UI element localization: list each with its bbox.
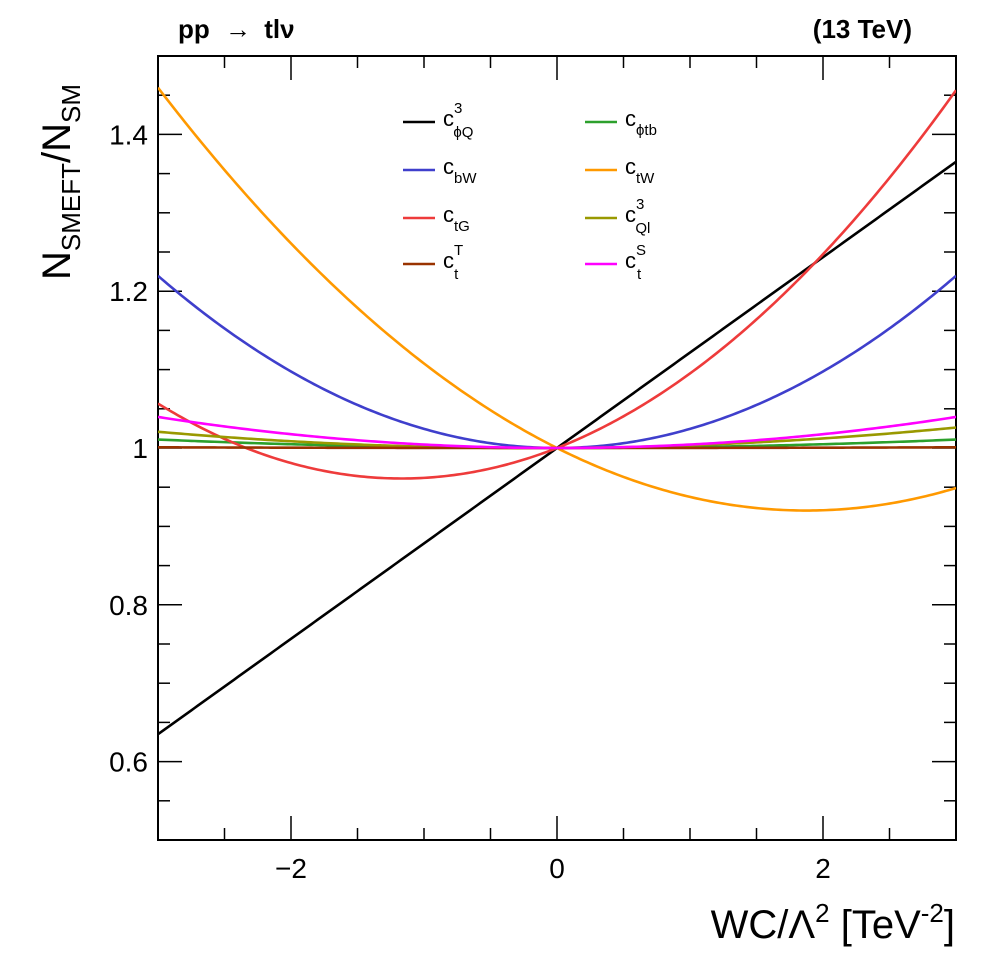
y-tick-label: 0.6	[109, 747, 148, 778]
legend-label-main: c	[625, 106, 636, 131]
legend-label-main: c	[625, 202, 636, 227]
process-arrow: →	[225, 14, 251, 44]
legend-label-sub: t	[637, 266, 642, 283]
x-tick-label: 0	[549, 853, 565, 884]
process-initial: pp	[178, 14, 210, 44]
x-axis-sup: 2	[815, 898, 829, 928]
legend-label-sub: Ql	[635, 220, 650, 237]
x-axis-main: WC/Λ	[711, 903, 816, 947]
legend-label-ctW: ctW	[625, 154, 655, 187]
x-axis-unit-close: ]	[944, 903, 955, 947]
y-axis-main: N	[35, 251, 79, 280]
legend-label-sup: S	[636, 242, 646, 259]
energy-label: (13 TeV)	[813, 14, 912, 44]
y-axis-sub-smeft: SMEFT	[56, 163, 86, 251]
y-axis-slash: /N	[35, 123, 79, 163]
legend-label-main: c	[443, 106, 454, 131]
legend-label-cphiQ3: c3 ϕQ	[443, 100, 473, 141]
curve-ctG	[158, 89, 956, 480]
legend-label-main: c	[625, 154, 636, 179]
legend-label-main: c	[625, 248, 636, 273]
legend-label-ctT: cT t	[443, 242, 463, 283]
legend-label-sub: ϕtb	[636, 122, 657, 139]
legend-label-sup: 3	[454, 100, 462, 117]
curves	[158, 86, 956, 736]
process-final-state: tlν	[264, 14, 294, 44]
legend-label-main: c	[443, 248, 454, 273]
legend-label-main: c	[443, 154, 454, 179]
legend-label-sub: bW	[454, 170, 477, 187]
legend-label-sup: T	[454, 242, 463, 259]
process-label: pp → tlν	[178, 14, 295, 44]
axis-ticks	[157, 55, 957, 841]
curve-cbW	[158, 274, 956, 450]
legend-label-cbW: cbW	[443, 154, 477, 187]
y-tick-label: 1.2	[109, 276, 148, 307]
y-axis-title: NSMEFT/NSM	[35, 84, 86, 280]
legend-label-cphitb: cϕtb	[625, 106, 657, 139]
curve-ctS	[158, 415, 956, 450]
tick-labels: −2 0 2 0.6 0.8 1 1.2 1.4	[109, 119, 831, 884]
y-axis-sub-sm: SM	[56, 84, 86, 123]
x-tick-label: −2	[275, 853, 307, 884]
x-tick-label: 2	[815, 853, 831, 884]
legend-label-sub: ϕQ	[453, 124, 473, 141]
x-axis-unit-sup: -2	[921, 898, 944, 928]
y-tick-label: 1	[132, 433, 148, 464]
legend-label-sub: tG	[454, 218, 470, 235]
y-tick-label: 0.8	[109, 590, 148, 621]
x-axis-title: WC/Λ2 [TeV-2]	[711, 898, 955, 947]
legend-label-cQl3: c3 Ql	[625, 196, 650, 237]
legend-label-sub: tW	[636, 170, 655, 187]
legend-label-main: c	[443, 202, 454, 227]
legend-label-ctS: cS t	[625, 242, 646, 283]
y-tick-label: 1.4	[109, 119, 148, 150]
x-axis-unit-open: [TeV	[830, 903, 921, 947]
legend-label-ctG: ctG	[443, 202, 470, 235]
legend-label-sup: 3	[636, 196, 644, 213]
legend-label-sub: t	[454, 266, 459, 283]
